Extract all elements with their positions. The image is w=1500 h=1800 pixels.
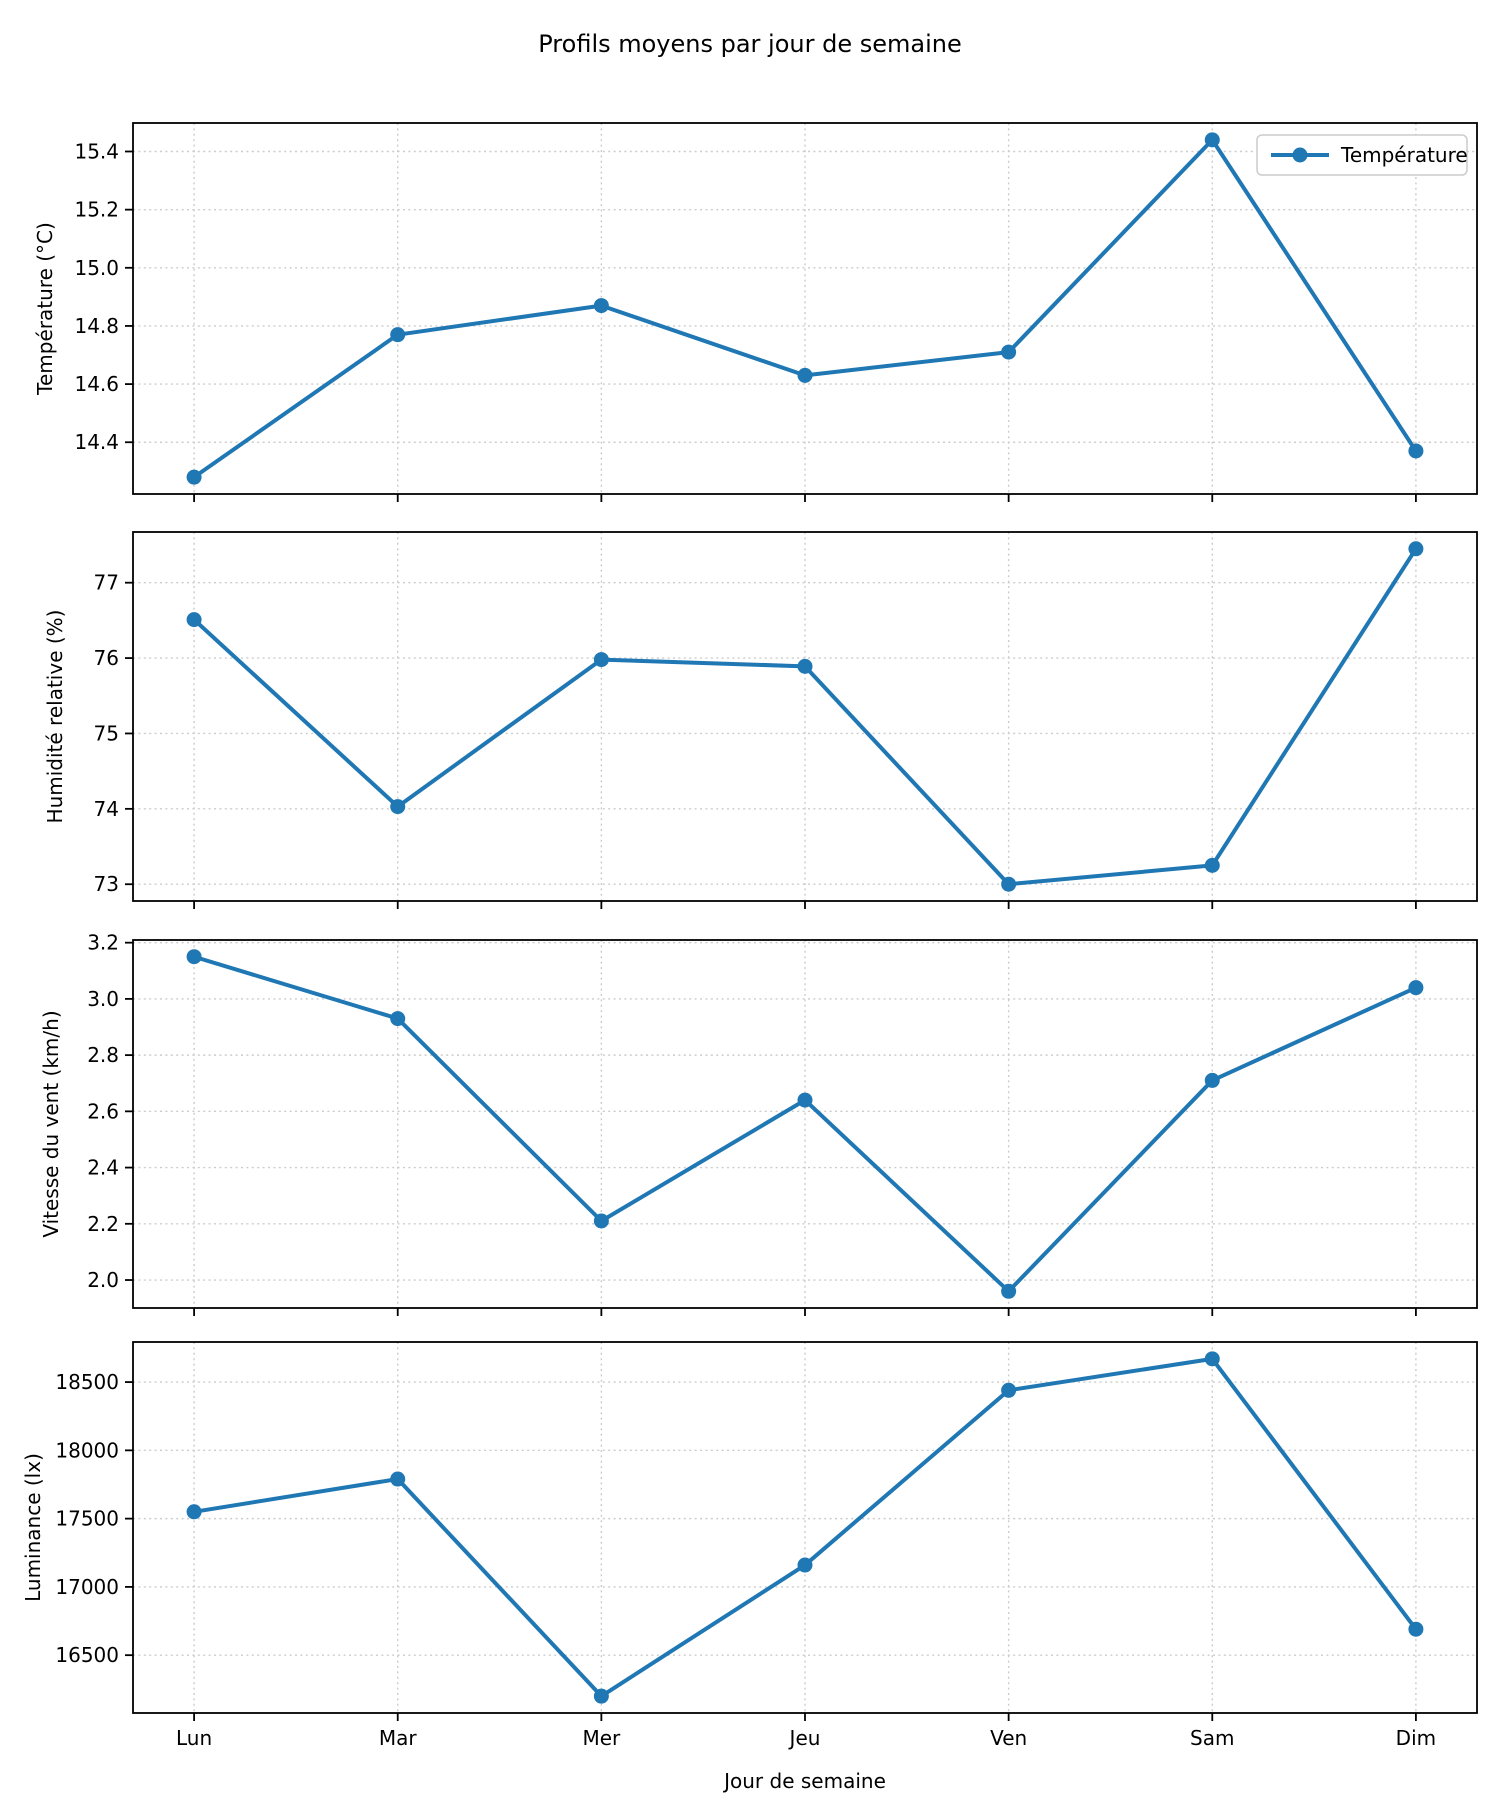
data-point xyxy=(1001,1283,1017,1299)
y-tick-label: 17000 xyxy=(55,1575,119,1599)
data-point xyxy=(1408,980,1424,996)
legend-box xyxy=(1256,134,1468,176)
y-tick-label: 77 xyxy=(94,571,119,595)
data-point xyxy=(1408,443,1424,459)
y-axis-label-wind-speed: Vitesse du vent (km/h) xyxy=(39,1010,63,1237)
data-point xyxy=(1001,876,1017,892)
y-tick-label: 2.2 xyxy=(87,1212,119,1236)
x-tick-label: Ven xyxy=(990,1726,1027,1750)
data-point xyxy=(593,1213,609,1229)
y-tick-label: 15.0 xyxy=(74,256,119,280)
subplot-humidity: 73 74 75 76 77 Humidité relative (%) xyxy=(43,531,1478,909)
x-axis-label: Jour de semaine xyxy=(722,1769,886,1793)
y-axis-label-luminance: Luminance (lx) xyxy=(21,1453,45,1602)
axes-spines xyxy=(132,531,1478,902)
data-point xyxy=(1001,344,1017,360)
y-tick-label: 15.4 xyxy=(74,139,119,163)
data-point xyxy=(390,1471,406,1487)
data-point xyxy=(390,799,406,815)
subplots-group: 14.4 14.6 14.8 15.0 15.2 15.4 Température (°C)… xyxy=(21,122,1478,1750)
y-tick-label: 2.4 xyxy=(87,1156,119,1180)
y-tick-label: 16500 xyxy=(55,1643,119,1667)
y-axis-label-humidity: Humidité relative (%) xyxy=(43,610,67,824)
data-point xyxy=(1408,1621,1424,1637)
x-tick-label: Mar xyxy=(379,1726,418,1750)
y-tick-label: 18000 xyxy=(55,1438,119,1462)
axes-spines xyxy=(132,122,1478,495)
data-point xyxy=(797,367,813,383)
y-tick-label: 75 xyxy=(94,721,119,745)
data-point xyxy=(797,658,813,674)
y-tick-label: 15.2 xyxy=(74,198,119,222)
data-point xyxy=(1001,1382,1017,1398)
data-point xyxy=(593,652,609,668)
x-tick-label: Sam xyxy=(1190,1726,1234,1750)
data-point xyxy=(797,1092,813,1108)
y-tick-label: 18500 xyxy=(55,1370,119,1394)
x-tick-label: Mer xyxy=(582,1726,621,1750)
legend: Température xyxy=(1256,134,1468,176)
x-tick-label: Dim xyxy=(1396,1726,1436,1750)
x-tick-label: Jeu xyxy=(788,1726,821,1750)
subplot-temperature: 14.4 14.6 14.8 15.0 15.2 15.4 Température (°C)… xyxy=(33,122,1478,502)
data-point xyxy=(186,469,202,485)
y-tick-label: 3.0 xyxy=(87,987,119,1011)
y-tick-label: 2.8 xyxy=(87,1043,119,1067)
data-point xyxy=(1204,857,1220,873)
y-tick-label: 73 xyxy=(94,872,119,896)
figure-title: Profils moyens par jour de semaine xyxy=(538,30,962,58)
y-tick-label: 74 xyxy=(94,797,119,821)
data-point xyxy=(1204,1351,1220,1367)
y-tick-label: 14.4 xyxy=(74,430,119,454)
data-point xyxy=(593,298,609,314)
data-point xyxy=(593,1688,609,1704)
legend-label: Température xyxy=(1340,143,1468,167)
legend-marker xyxy=(1292,147,1308,163)
data-point xyxy=(186,612,202,628)
y-axis-label-temperature: Température (°C) xyxy=(33,222,57,396)
data-point xyxy=(1204,1072,1220,1088)
x-tick-label: Lun xyxy=(176,1726,212,1750)
data-point xyxy=(390,327,406,343)
y-tick-label: 2.6 xyxy=(87,1099,119,1123)
axes-spines xyxy=(132,939,1478,1309)
y-tick-label: 2.0 xyxy=(87,1268,119,1292)
axes-spines xyxy=(132,1341,1478,1714)
y-tick-label: 76 xyxy=(94,646,119,670)
subplot-luminance: 16500 17000 17500 18000 18500 Lun Mar Mer Jeu Ven… xyxy=(21,1341,1478,1750)
y-tick-label: 14.6 xyxy=(74,372,119,396)
data-point xyxy=(186,1504,202,1520)
data-point xyxy=(797,1557,813,1573)
subplot-wind-speed: 2.0 2.2 2.4 2.6 2.8 3.0 3.2 Vitesse du vent (km… xyxy=(39,931,1478,1316)
data-point xyxy=(186,949,202,965)
y-tick-label: 3.2 xyxy=(87,931,119,955)
data-point xyxy=(390,1011,406,1027)
data-point xyxy=(1204,132,1220,148)
y-tick-label: 17500 xyxy=(55,1507,119,1531)
data-point xyxy=(1408,541,1424,557)
y-tick-label: 14.8 xyxy=(74,314,119,338)
